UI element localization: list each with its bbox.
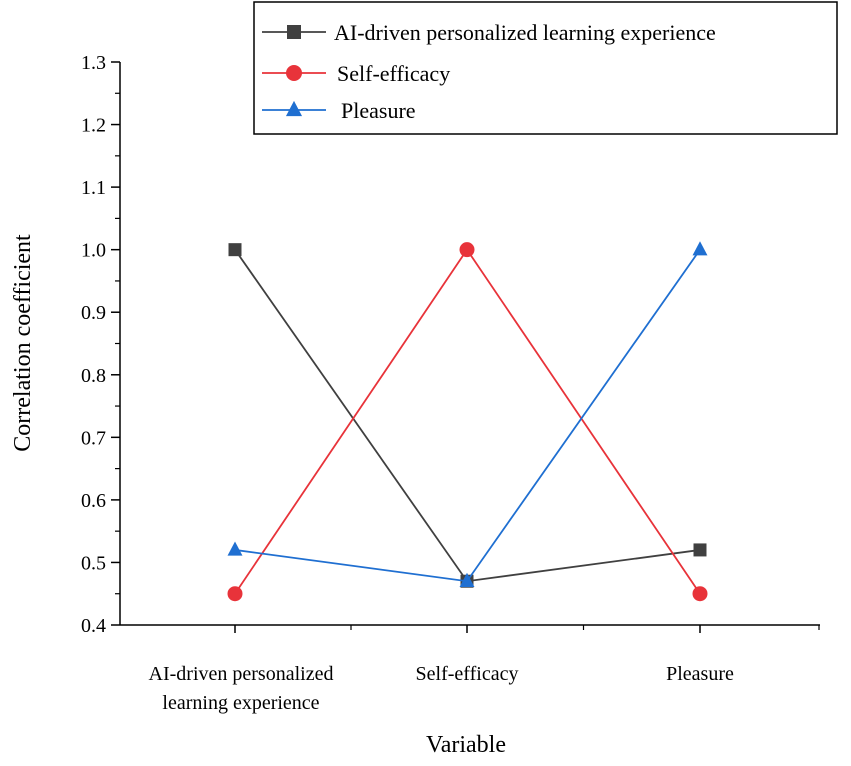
x-tick-label: Self-efficacy xyxy=(416,663,519,685)
legend-label: Self-efficacy xyxy=(337,61,450,86)
plot-area xyxy=(227,241,708,602)
x-ticks: AI-driven personalized learning experienc… xyxy=(149,625,820,714)
legend-marker-square xyxy=(287,25,301,39)
data-point-circle xyxy=(459,242,475,258)
series-line xyxy=(234,249,701,583)
legend-entry: Pleasure xyxy=(262,98,416,123)
legend-box xyxy=(253,1,838,135)
y-tick-label: 0.4 xyxy=(81,615,106,637)
y-tick-label: 0.5 xyxy=(81,552,106,574)
data-point-triangle xyxy=(692,241,708,256)
y-axis-title: Correlation coefficient xyxy=(10,234,36,452)
legend-label: AI-driven personalized learning experien… xyxy=(334,20,716,45)
legend-entry: Self-efficacy xyxy=(262,61,450,86)
y-tick-label: 1.1 xyxy=(81,177,106,199)
y-tick-label: 0.7 xyxy=(81,427,106,449)
y-ticks: 0.4 0.5 0.6 0.7 0.8 0.9 1.0 1.1 1.2 1.3 xyxy=(81,52,120,637)
data-point-circle xyxy=(692,586,708,602)
legend-label: Pleasure xyxy=(341,98,416,123)
series-triangle xyxy=(227,241,708,587)
data-point-square xyxy=(693,543,707,557)
axes xyxy=(119,62,820,626)
series-line xyxy=(234,249,701,583)
y-tick-label: 0.9 xyxy=(81,302,106,324)
y-tick-label: 1.2 xyxy=(81,115,106,137)
legend-marker-circle xyxy=(286,65,302,81)
x-tick-label: AI-driven personalized xyxy=(149,663,334,685)
data-point-triangle xyxy=(459,572,475,587)
x-axis-title: Variable xyxy=(426,732,506,758)
legend-entry: AI-driven personalized learning experien… xyxy=(262,20,716,45)
y-tick-label: 0.6 xyxy=(81,490,106,512)
legend: AI-driven personalized learning experien… xyxy=(253,1,838,135)
series-square xyxy=(228,243,707,588)
y-tick-label: 1.3 xyxy=(81,52,106,74)
x-tick-label: Pleasure xyxy=(666,663,734,685)
series-circle xyxy=(227,242,708,602)
y-tick-label: 1.0 xyxy=(81,240,106,262)
data-point-triangle xyxy=(227,541,243,556)
data-point-circle xyxy=(227,586,243,602)
data-point-square xyxy=(228,243,242,257)
y-tick-label: 0.8 xyxy=(81,365,106,387)
series-line xyxy=(234,248,701,595)
legend-marker-triangle xyxy=(285,100,303,117)
x-tick-label: learning experience xyxy=(162,692,319,714)
